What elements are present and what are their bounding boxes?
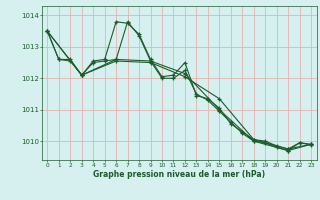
X-axis label: Graphe pression niveau de la mer (hPa): Graphe pression niveau de la mer (hPa): [93, 170, 265, 179]
